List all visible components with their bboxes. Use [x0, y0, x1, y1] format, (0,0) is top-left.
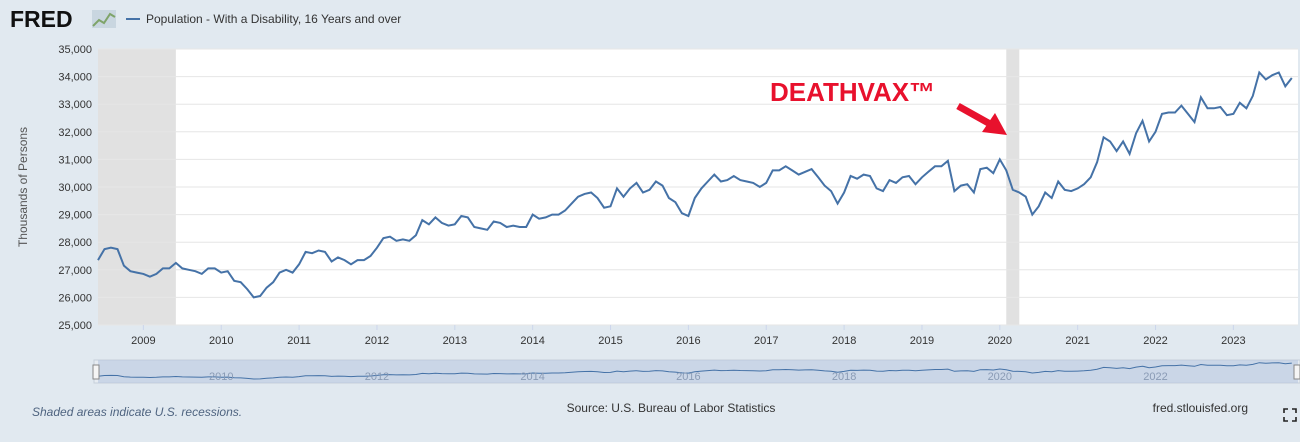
navigator-tick-label: 2014 — [520, 371, 544, 383]
fullscreen-icon[interactable] — [1283, 408, 1297, 422]
navigator-tick-label: 2012 — [365, 371, 389, 383]
x-tick-label: 2017 — [754, 335, 778, 347]
x-tick-label: 2009 — [131, 335, 155, 347]
series-line — [97, 70, 1293, 299]
x-tick-label: 2014 — [520, 335, 544, 347]
x-tick-label: 2019 — [910, 335, 934, 347]
x-tick-label: 2015 — [598, 335, 622, 347]
recession-note: Shaded areas indicate U.S. recessions. — [32, 405, 242, 419]
navigator-handle[interactable] — [1293, 364, 1300, 380]
x-tick-label: 2021 — [1065, 335, 1089, 347]
navigator-tick-label: 2016 — [676, 371, 700, 383]
y-tick-label: 29,000 — [58, 210, 92, 222]
navigator-line — [97, 362, 1292, 380]
x-tick-label: 2023 — [1221, 335, 1245, 347]
legend-label: Population - With a Disability, 16 Years… — [146, 12, 401, 26]
y-tick-label: 34,000 — [58, 72, 92, 84]
x-tick-label: 2010 — [209, 335, 233, 347]
logo: FRED — [10, 6, 73, 32]
annotation: DEATHVAX™ — [770, 77, 935, 107]
x-tick-label: 2012 — [365, 335, 389, 347]
x-tick-label: 2013 — [443, 335, 467, 347]
y-tick-label: 30,000 — [58, 182, 92, 194]
y-tick-label: 31,000 — [58, 154, 92, 166]
x-tick-label: 2016 — [676, 335, 700, 347]
y-axis-label: Thousands of Persons — [16, 127, 30, 247]
navigator-tick-label: 2010 — [209, 371, 233, 383]
logo-icon — [92, 10, 116, 28]
y-tick-label: 27,000 — [58, 265, 92, 277]
y-tick-label: 32,000 — [58, 127, 92, 139]
navigator-handle[interactable] — [92, 364, 100, 380]
x-tick-label: 2022 — [1143, 335, 1167, 347]
y-tick-label: 33,000 — [58, 99, 92, 111]
source: Source: U.S. Bureau of Labor Statistics — [567, 401, 776, 415]
x-tick-label: 2018 — [832, 335, 856, 347]
y-tick-label: 35,000 — [58, 44, 92, 56]
navigator-tick-label: 2018 — [832, 371, 856, 383]
y-tick-label: 26,000 — [58, 292, 92, 304]
x-tick-label: 2020 — [988, 335, 1012, 347]
navigator-tick-label: 2022 — [1143, 371, 1167, 383]
site-url: fred.stlouisfed.org — [1153, 401, 1248, 415]
navigator-tick-label: 2020 — [988, 371, 1012, 383]
y-tick-label: 25,000 — [58, 320, 92, 332]
x-tick-label: 2011 — [287, 335, 311, 347]
y-tick-label: 28,000 — [58, 237, 92, 249]
annotation-arrow — [956, 102, 1007, 135]
